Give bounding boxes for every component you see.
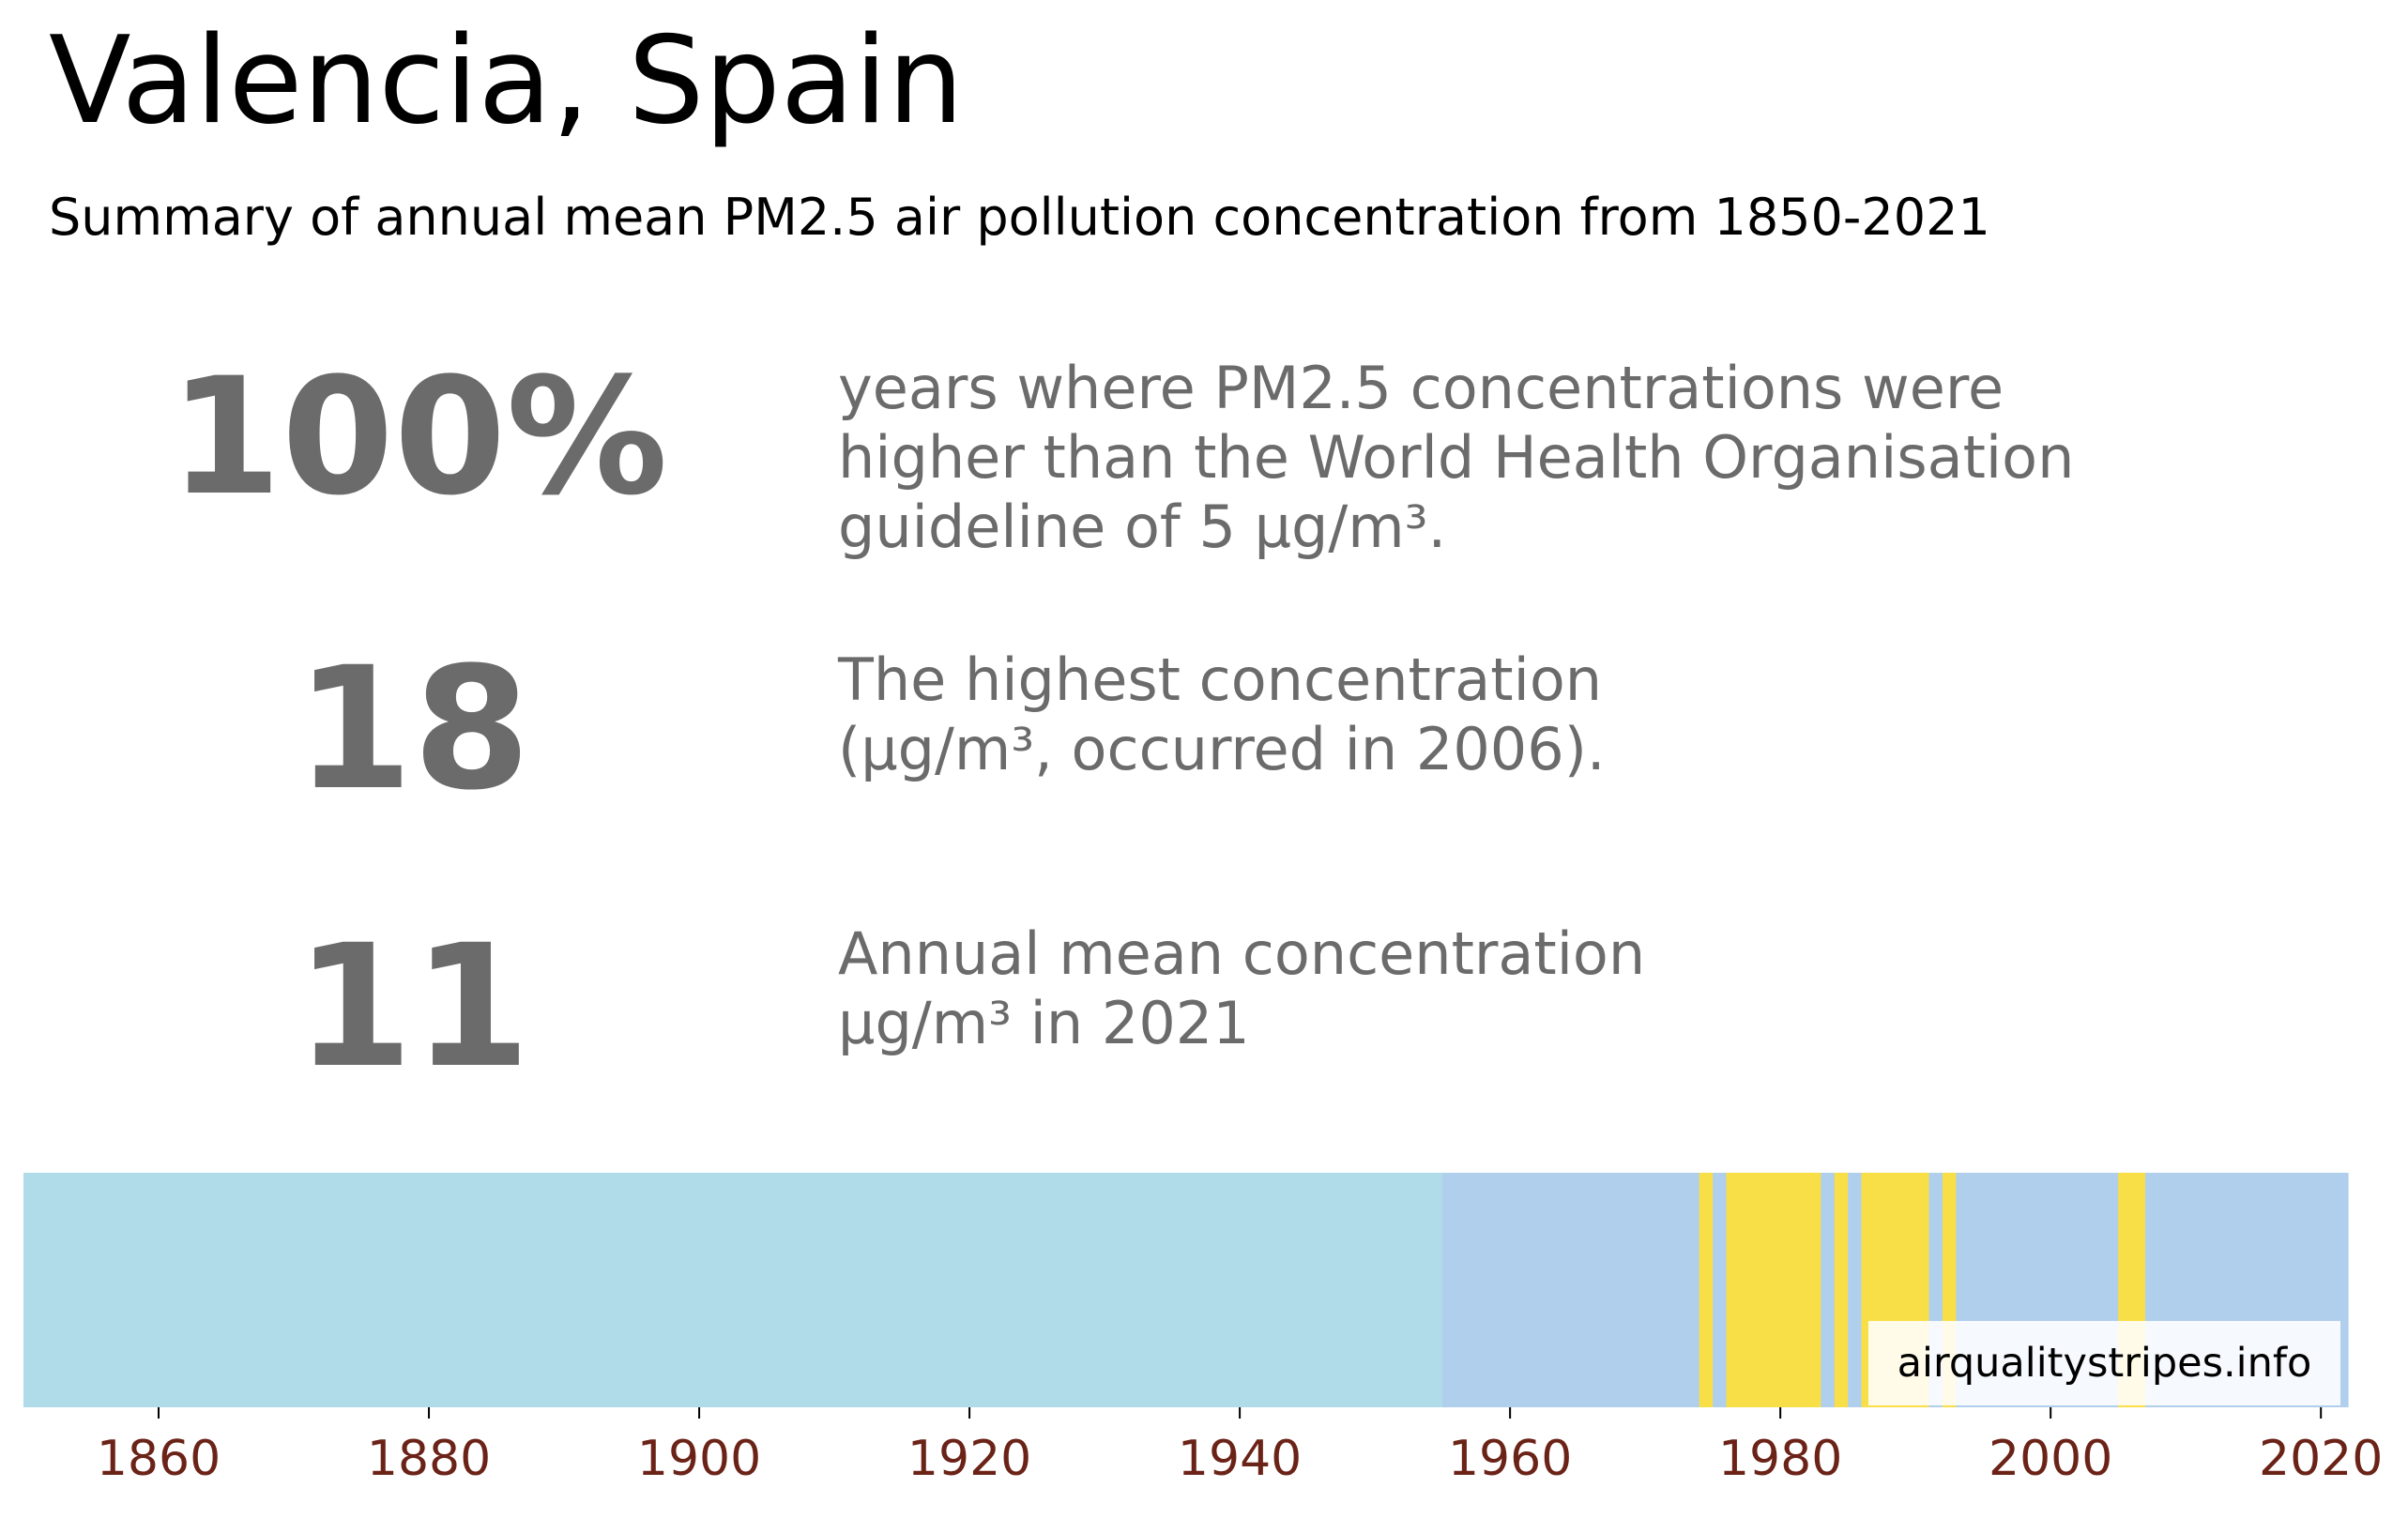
- stripe-band: [1726, 1173, 1821, 1407]
- stripe-band: [1442, 1173, 1700, 1407]
- page-subtitle: Summary of annual mean PM2.5 air polluti…: [49, 188, 1990, 247]
- stripe-band: [1821, 1173, 1836, 1407]
- x-axis-tick-label: 1880: [367, 1431, 491, 1487]
- stripe-band: [23, 1173, 1443, 1407]
- stripe-band: [1834, 1173, 1849, 1407]
- x-axis-tick-label: 2000: [1989, 1431, 2112, 1487]
- stat-description-line: Annual mean concentration: [838, 919, 1646, 988]
- stat-value-exceedance: 100%: [169, 342, 668, 531]
- page-title: Valencia, Spain: [49, 11, 964, 151]
- stat-description-latest: Annual mean concentration µg/m³ in 2021: [838, 919, 1645, 1058]
- watermark-label: airqualitystripes.info: [1868, 1321, 2340, 1405]
- stripe-band: [1848, 1173, 1863, 1407]
- stat-value-latest: 11: [295, 909, 531, 1105]
- x-axis-tick-label: 1860: [97, 1431, 221, 1487]
- stat-description-line: (µg/m³, occurred in 2006).: [838, 715, 1606, 783]
- x-axis-tick-label: 1940: [1178, 1431, 1302, 1487]
- stripe-band: [1713, 1173, 1728, 1407]
- x-axis-tick-label: 1980: [1718, 1431, 1842, 1487]
- stripe-band: [1699, 1173, 1714, 1407]
- x-axis-tick-label: 1960: [1448, 1431, 1572, 1487]
- stat-description-line: The highest concentration: [838, 645, 1603, 714]
- stat-value-highest: 18: [295, 631, 531, 827]
- stat-description-exceedance: years where PM2.5 concentrations were hi…: [838, 354, 2074, 562]
- stat-description-line: guideline of 5 µg/m³.: [838, 493, 1447, 561]
- stat-description-line: µg/m³ in 2021: [838, 989, 1250, 1057]
- x-axis-tick-label: 1900: [637, 1431, 761, 1487]
- x-axis-tick-label: 1920: [907, 1431, 1031, 1487]
- x-axis-tick-label: 2020: [2259, 1431, 2383, 1487]
- stat-description-highest: The highest concentration (µg/m³, occurr…: [838, 645, 1606, 784]
- stat-description-line: higher than the World Health Organisatio…: [838, 423, 2075, 492]
- stat-description-line: years where PM2.5 concentrations were: [838, 354, 2004, 422]
